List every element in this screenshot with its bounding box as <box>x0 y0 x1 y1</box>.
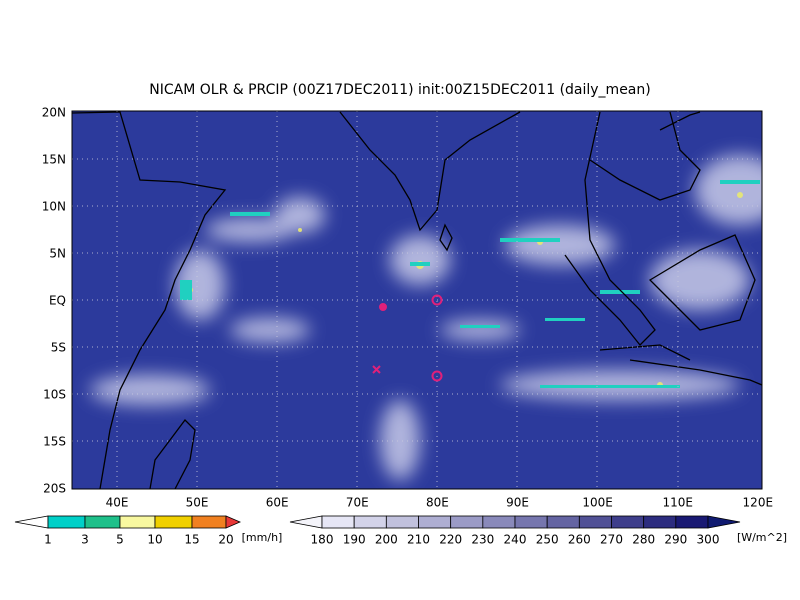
olr-swatch <box>353 515 387 529</box>
olr-swatch <box>611 515 645 529</box>
precip-colorbar <box>14 515 242 529</box>
olr-label: 290 <box>664 533 687 547</box>
olr-swatch <box>482 515 516 529</box>
olr-label: 260 <box>568 533 591 547</box>
olr-swatch <box>675 515 709 529</box>
lon-label: 40E <box>106 496 129 510</box>
lat-label: 20S <box>43 482 66 496</box>
olr-swatch <box>578 515 612 529</box>
map-frame <box>71 110 763 490</box>
precip-label: 15 <box>184 533 199 547</box>
olr-swatch <box>643 515 677 529</box>
grid <box>72 111 762 489</box>
precip-label: 20 <box>218 533 233 547</box>
lat-label: 10N <box>42 200 66 214</box>
olr-colorbar <box>289 515 741 529</box>
olr-swatch <box>514 515 548 529</box>
olr-label: 190 <box>343 533 366 547</box>
olr-swatch <box>418 515 452 529</box>
olr-swatch <box>546 515 580 529</box>
lon-label: 50E <box>186 496 209 510</box>
lon-label: 90E <box>506 496 529 510</box>
lon-label: 100E <box>582 496 613 510</box>
precip-label: 5 <box>116 533 124 547</box>
lat-label: 10S <box>43 388 66 402</box>
lat-label: 15N <box>42 153 66 167</box>
olr-label: 230 <box>471 533 494 547</box>
olr-label: 240 <box>504 533 527 547</box>
map-title: NICAM OLR & PRCIP (00Z17DEC2011) init:00… <box>149 82 650 98</box>
lon-label: 70E <box>346 496 369 510</box>
lon-label: 80E <box>426 496 449 510</box>
olr-swatch <box>321 515 355 529</box>
olr-label: 300 <box>697 533 720 547</box>
olr-unit: [W/m^2] <box>737 531 787 544</box>
lon-label: 60E <box>266 496 289 510</box>
lat-label: 20N <box>42 106 66 120</box>
precip-unit: [mm/h] <box>242 531 283 544</box>
precip-label: 1 <box>44 533 52 547</box>
lat-label: 5N <box>49 247 66 261</box>
olr-swatch <box>450 515 484 529</box>
olr-high <box>707 515 741 529</box>
lat-label: 5S <box>51 341 66 355</box>
lat-label: 15S <box>43 435 66 449</box>
olr-label: 200 <box>375 533 398 547</box>
lat-label: EQ <box>49 294 66 308</box>
precip-label: 3 <box>81 533 89 547</box>
markers <box>372 294 443 382</box>
olr-low <box>289 515 323 529</box>
lon-label: 110E <box>662 496 693 510</box>
olr-label: 270 <box>600 533 623 547</box>
olr-label: 280 <box>632 533 655 547</box>
olr-label: 180 <box>311 533 334 547</box>
olr-label: 210 <box>407 533 430 547</box>
lon-label: 120E <box>743 496 774 510</box>
precip-label: 10 <box>147 533 162 547</box>
olr-label: 220 <box>439 533 462 547</box>
map-area <box>72 111 762 489</box>
olr-label: 250 <box>536 533 559 547</box>
olr-swatch <box>385 515 419 529</box>
